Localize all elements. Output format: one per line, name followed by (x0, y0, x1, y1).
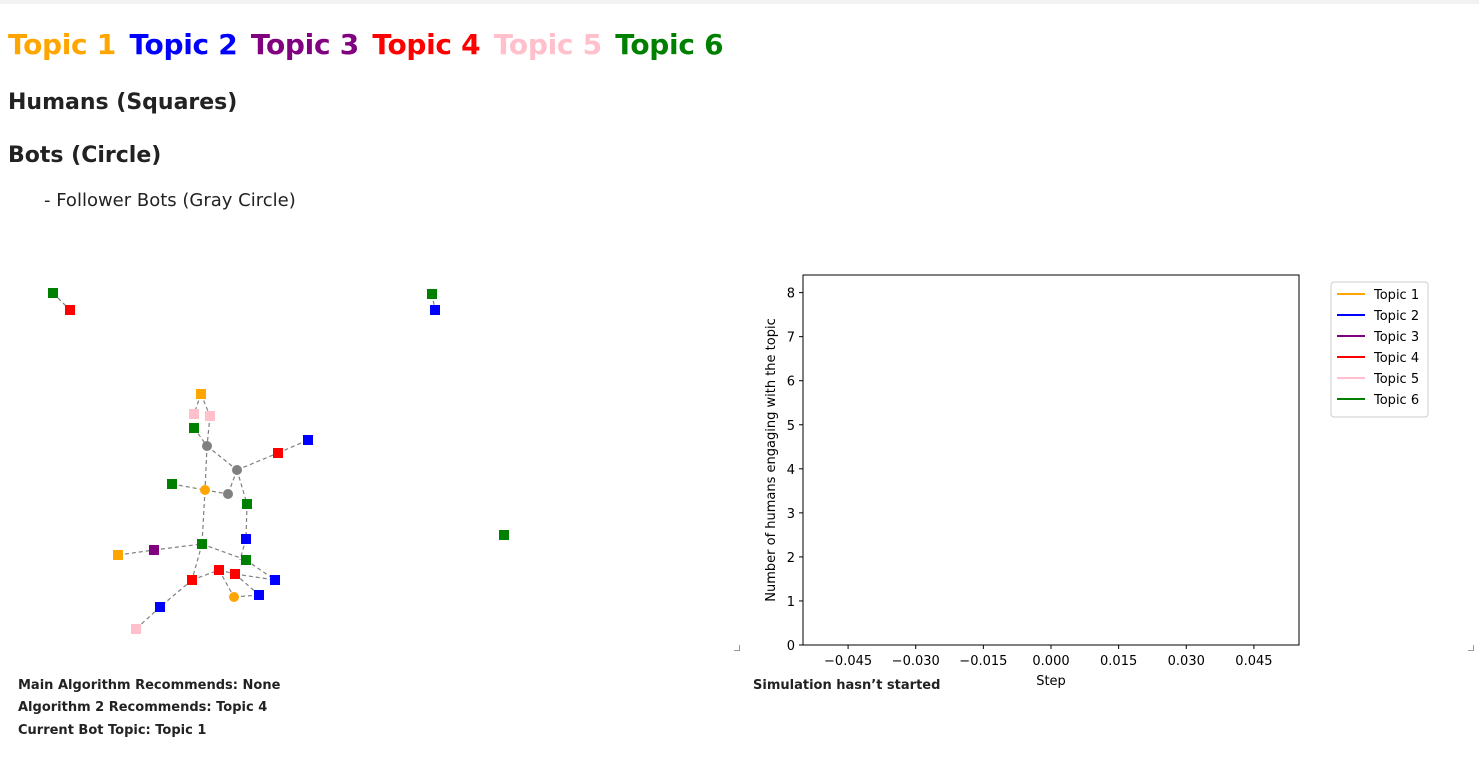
x-tick-label: −0.015 (959, 654, 1007, 669)
edge (236, 452, 279, 471)
edge (245, 503, 248, 540)
legend-label: Topic 5 (1373, 372, 1419, 387)
x-tick-label: 0.015 (1100, 654, 1137, 669)
topic-engagement-chart: −0.045 −0.030 −0.015 0.000 0.015 0.030 0.045 0 1… (764, 274, 1429, 689)
network-graph (48, 288, 509, 634)
human-node (214, 565, 224, 575)
y-tick-label: 3 (787, 507, 795, 522)
edge (201, 489, 206, 545)
edge (218, 569, 235, 598)
y-tick-label: 5 (787, 419, 795, 434)
y-tick-label: 4 (787, 463, 795, 478)
human-node (189, 409, 199, 419)
human-node (149, 545, 159, 555)
follower-bots-note: - Follower Bots (Gray Circle) (44, 190, 296, 211)
y-tick-label: 2 (787, 551, 795, 566)
y-tick-label: 7 (787, 331, 795, 346)
x-tick-label: 0.030 (1168, 654, 1205, 669)
human-node (273, 448, 283, 458)
topic-label-4: Topic 4 (372, 28, 481, 61)
follower-bot-node (202, 441, 212, 451)
algorithm2-status: Algorithm 2 Recommends: Topic 4 (18, 700, 268, 715)
human-node (189, 423, 199, 433)
human-node (65, 305, 75, 315)
topic-label-2: Topic 2 (129, 28, 238, 61)
human-node (197, 539, 207, 549)
topic-label-6: Topic 6 (615, 28, 724, 61)
human-node (241, 555, 251, 565)
human-node (427, 289, 437, 299)
human-node (187, 575, 197, 585)
edge (277, 439, 309, 454)
topic-color-legend: Topic 1 Topic 2 Topic 3 Topic 4 Topic 5 … (8, 28, 727, 61)
human-node (155, 602, 165, 612)
topic-label-3: Topic 3 (250, 28, 359, 61)
y-axis-label: Number of humans engaging with the topic (764, 318, 779, 601)
resize-handle[interactable] (1468, 645, 1474, 651)
y-tick-label: 1 (787, 595, 795, 610)
edge (191, 543, 203, 581)
edge (117, 549, 155, 556)
human-node (167, 479, 177, 489)
human-node (254, 590, 264, 600)
legend-label: Topic 2 (1373, 309, 1419, 324)
network-edges (52, 292, 436, 630)
current-bot-topic-status: Current Bot Topic: Topic 1 (18, 723, 207, 738)
edge (236, 469, 248, 505)
plot-area (802, 274, 1300, 646)
edge (171, 483, 206, 491)
legend-label: Topic 3 (1373, 330, 1419, 345)
human-node (499, 530, 509, 540)
bots-heading: Bots (Circle) (8, 143, 162, 168)
x-tick-label: 0.000 (1032, 654, 1069, 669)
simulation-status: Simulation hasn’t started (753, 678, 941, 693)
human-node (113, 550, 123, 560)
human-node (205, 411, 215, 421)
humans-heading: Humans (Squares) (8, 90, 238, 115)
human-node (430, 305, 440, 315)
resize-handle[interactable] (734, 645, 740, 651)
edge (206, 445, 238, 471)
legend-label: Topic 6 (1373, 393, 1419, 408)
y-tick-label: 8 (787, 287, 795, 302)
legend-label: Topic 4 (1373, 351, 1419, 366)
y-tick-label: 6 (787, 375, 795, 390)
topic-label-5: Topic 5 (493, 28, 602, 61)
edge (204, 445, 208, 491)
x-tick-label: −0.030 (892, 654, 940, 669)
human-node (230, 569, 240, 579)
human-node (48, 288, 58, 298)
y-tick-label: 0 (787, 639, 795, 654)
follower-bot-node (223, 489, 233, 499)
edge (153, 543, 203, 551)
edge (234, 573, 260, 596)
human-node (242, 499, 252, 509)
human-node (196, 389, 206, 399)
bot-node (229, 592, 239, 602)
human-node (131, 624, 141, 634)
human-node (241, 534, 251, 544)
top-border (0, 0, 1479, 4)
follower-bot-node (232, 465, 242, 475)
network-nodes (48, 288, 509, 634)
bot-node (200, 485, 210, 495)
legend-label: Topic 1 (1373, 288, 1419, 303)
x-axis-label: Step (1036, 674, 1066, 689)
edge (206, 415, 211, 447)
topic-label-1: Topic 1 (8, 28, 116, 61)
main-algorithm-status: Main Algorithm Recommends: None (18, 678, 281, 693)
human-node (303, 435, 313, 445)
x-tick-label: 0.045 (1235, 654, 1272, 669)
human-node (270, 575, 280, 585)
edge (135, 606, 161, 630)
edge (201, 543, 247, 561)
x-tick-label: −0.045 (824, 654, 872, 669)
